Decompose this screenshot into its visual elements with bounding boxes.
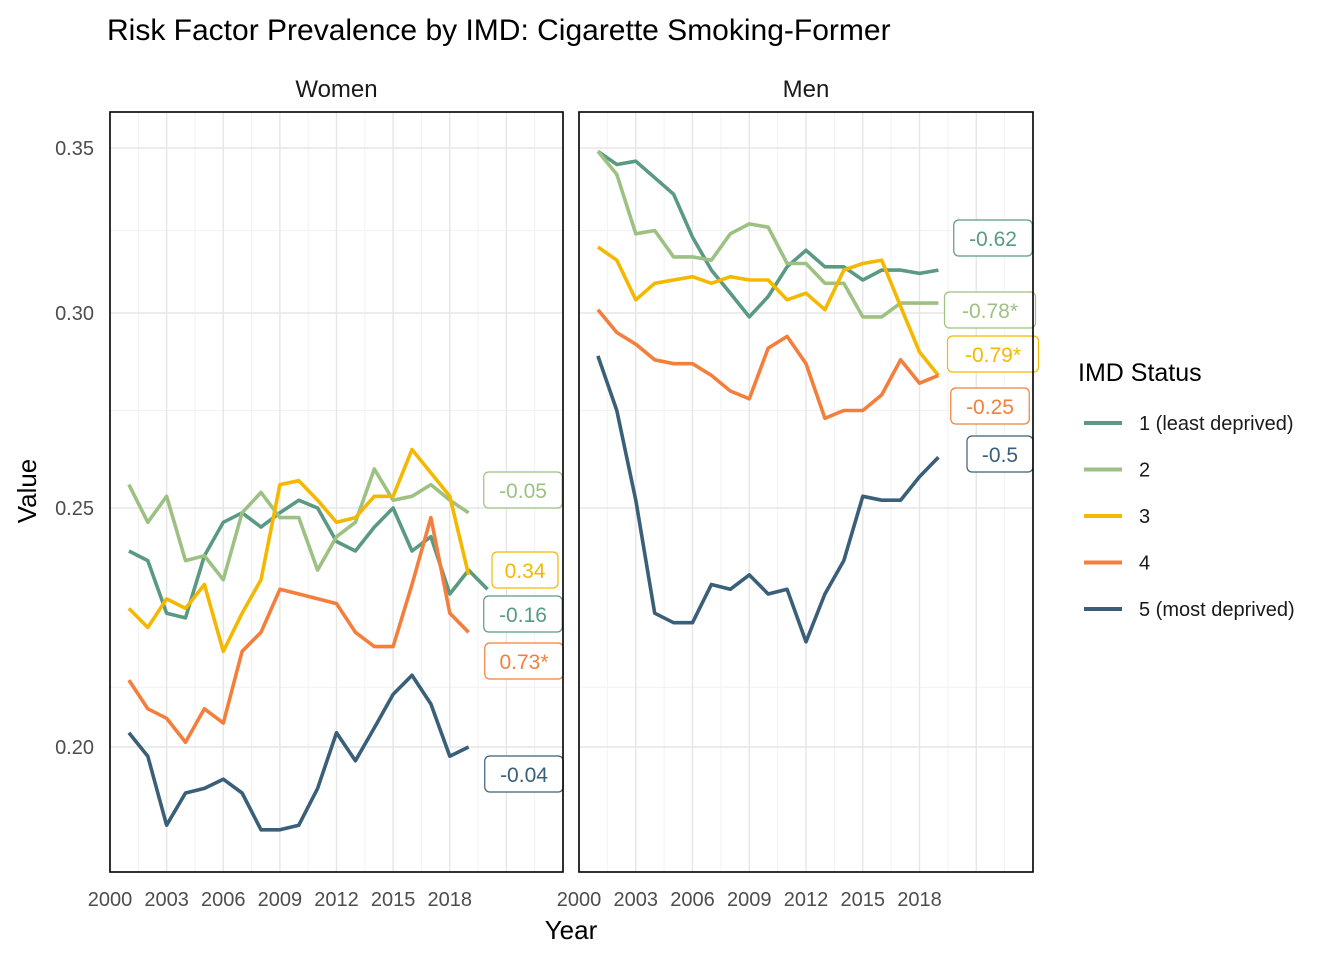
- value-label-men-1-least-deprived: -0.62: [953, 219, 1033, 257]
- legend-label: 4: [1139, 553, 1150, 575]
- value-label-text: -0.79*: [965, 344, 1021, 367]
- legend-item-4: 4: [1084, 553, 1150, 575]
- series-line-women-5-most-deprived: [127, 673, 470, 832]
- x-axis-title: Year: [545, 915, 598, 945]
- value-label-text: -0.62: [969, 228, 1017, 251]
- panel-border: [578, 111, 1034, 873]
- x-tick-label: 2018: [897, 889, 942, 911]
- x-tick-label: 2006: [201, 889, 246, 911]
- x-tick-label: 2003: [614, 889, 659, 911]
- x-tick-label: 2000: [88, 889, 133, 911]
- x-tick-label: 2012: [314, 889, 359, 911]
- facet-label-men: Men: [783, 76, 830, 103]
- legend-label: 3: [1139, 506, 1150, 528]
- x-tick-label: 2012: [784, 889, 829, 911]
- value-label-box: [950, 387, 1030, 425]
- y-tick-label: 0.35: [55, 138, 94, 160]
- facet-panel-men: Men -0.62 -0.78* -0.79* -0.25 -0.5 2000 2003 200…: [557, 76, 1040, 911]
- value-label-women-1-least-deprived: -0.16: [483, 595, 563, 633]
- legend-item-3: 3: [1084, 506, 1150, 528]
- y-tick-label: 0.30: [55, 303, 94, 325]
- value-label-women-2: -0.05: [483, 471, 563, 509]
- value-label-text: -0.5: [982, 444, 1018, 467]
- value-label-text: -0.16: [499, 604, 547, 627]
- value-label-text: -0.78*: [962, 300, 1018, 323]
- series-line-women-1-least-deprived: [128, 498, 489, 620]
- value-label-women-3: 0.34: [491, 551, 559, 589]
- value-label-men-4: -0.25: [950, 387, 1030, 425]
- legend-label: 2: [1139, 460, 1150, 482]
- value-label-text: -0.05: [499, 480, 547, 503]
- series-line-men-3: [596, 245, 940, 377]
- x-tick-label: 2009: [727, 889, 772, 911]
- y-axis-title: Value: [12, 459, 42, 524]
- x-tick-label: 2015: [371, 889, 416, 911]
- x-tick-label: 2015: [841, 889, 886, 911]
- facet-panel-women: Women -0.16 -0.05 0.34 0.73* -0.04 2000 2003 200…: [88, 76, 564, 911]
- value-label-box: [943, 291, 1037, 329]
- facet-label-women: Women: [295, 76, 377, 103]
- series-line-men-5-most-deprived: [596, 355, 940, 644]
- x-tick-label: 2009: [258, 889, 303, 911]
- value-label-men-2: -0.78*: [943, 291, 1037, 329]
- legend-item-5-most-deprived: 5 (most deprived): [1084, 599, 1295, 621]
- plot-layer: Women -0.16 -0.05 0.34 0.73* -0.04 2000 2003 200…: [55, 76, 1040, 911]
- x-tick-label: 2006: [670, 889, 715, 911]
- series-line-women-4: [127, 515, 470, 745]
- panel-border: [109, 111, 564, 873]
- legend-item-1-least-deprived: 1 (least deprived): [1084, 413, 1294, 435]
- value-label-women-5-most-deprived: -0.04: [484, 755, 564, 793]
- y-tick-label: 0.25: [55, 498, 94, 520]
- x-tick-label: 2000: [557, 889, 602, 911]
- value-label-text: 0.73*: [499, 651, 548, 674]
- series-line-women-2: [127, 467, 470, 582]
- legend-item-2: 2: [1084, 460, 1150, 482]
- legend-label: 1 (least deprived): [1139, 413, 1294, 435]
- value-label-box: [491, 551, 559, 589]
- series-line-women-3: [127, 447, 471, 654]
- value-label-text: 0.34: [505, 560, 546, 583]
- value-label-text: -0.04: [500, 764, 548, 787]
- series-line-men-1-least-deprived: [596, 149, 939, 319]
- value-label-men-3: -0.79*: [946, 335, 1040, 373]
- value-label-box: [946, 335, 1040, 373]
- value-label-men-5-most-deprived: -0.5: [966, 435, 1034, 473]
- value-label-text: -0.25: [966, 396, 1014, 419]
- y-tick-label: 0.20: [55, 737, 94, 759]
- legend-label: 5 (most deprived): [1139, 599, 1295, 621]
- value-label-women-4: 0.73*: [484, 642, 564, 680]
- x-tick-label: 2018: [428, 889, 473, 911]
- x-tick-label: 2003: [144, 889, 189, 911]
- legend: 1 (least deprived) 2 3 4 5 (most deprived): [1084, 413, 1295, 621]
- series-line-men-2: [596, 150, 939, 319]
- series-line-men-4: [596, 308, 940, 421]
- chart-title: Risk Factor Prevalence by IMD: Cigarette…: [107, 14, 891, 47]
- legend-title: IMD Status: [1078, 359, 1202, 387]
